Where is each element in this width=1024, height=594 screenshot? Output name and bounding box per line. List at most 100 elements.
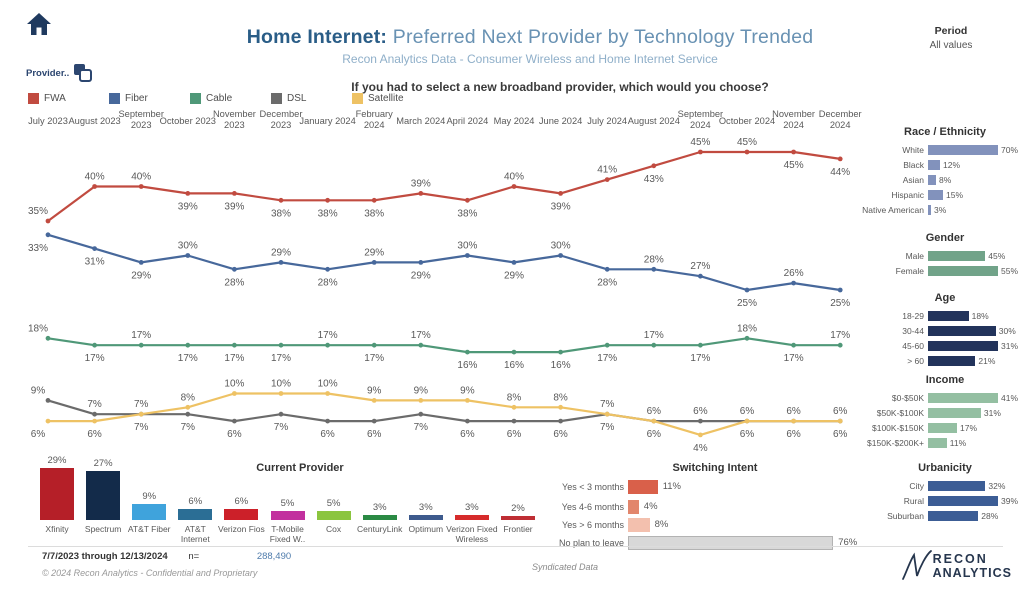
data-point-cable[interactable] [138,342,144,348]
data-point-fwa[interactable] [837,156,843,162]
data-point-dsl[interactable] [465,418,470,424]
age-bar[interactable] [928,310,969,321]
data-point-cable[interactable] [558,349,563,355]
age-bar[interactable] [928,340,998,351]
data-point-dsl[interactable] [278,411,284,417]
data-point-fiber[interactable] [465,253,470,258]
age-bar[interactable] [928,355,976,366]
provider-bar-10[interactable] [454,514,489,520]
data-point-fwa[interactable] [185,191,191,196]
income-bar[interactable] [928,407,981,418]
data-point-satellite[interactable] [604,411,610,417]
data-point-fiber[interactable] [232,266,237,272]
data-point-cable[interactable] [92,342,97,348]
race-bar[interactable] [928,204,931,215]
series-line-fwa[interactable] [47,150,841,222]
data-point-fiber[interactable] [185,253,191,258]
data-point-fiber[interactable] [651,266,657,272]
race-bar[interactable] [928,144,998,155]
data-point-satellite[interactable] [558,404,563,410]
data-point-cable[interactable] [325,342,330,348]
legend-item-fiber[interactable]: Fiber [109,93,190,104]
data-point-fwa[interactable] [418,191,424,196]
provider-bar-6[interactable] [270,511,305,520]
urbanicity-bar[interactable] [928,495,998,506]
data-point-dsl[interactable] [558,418,563,424]
provider-bar-2[interactable] [86,471,121,520]
home-button[interactable] [26,12,52,36]
data-point-dsl[interactable] [371,418,377,424]
data-point-fwa[interactable] [138,184,144,189]
income-bar[interactable] [928,437,947,448]
data-point-fwa[interactable] [698,149,703,155]
switching-bar-1[interactable] [628,480,658,494]
data-point-fwa[interactable] [744,149,750,155]
data-point-satellite[interactable] [511,404,517,410]
data-point-satellite[interactable] [232,391,237,396]
data-point-fiber[interactable] [418,260,424,265]
data-point-satellite[interactable] [418,398,424,403]
switching-bar-4[interactable] [628,536,834,550]
urbanicity-bar[interactable] [928,480,986,491]
data-point-fwa[interactable] [651,163,657,169]
provider-bar-9[interactable] [408,514,443,520]
data-point-fiber[interactable] [558,253,563,258]
data-point-dsl[interactable] [418,411,424,417]
data-point-satellite[interactable] [837,418,843,424]
data-point-dsl[interactable] [232,418,237,424]
data-point-satellite[interactable] [278,391,284,396]
legend-item-dsl[interactable]: DSL [271,93,352,104]
data-point-cable[interactable] [791,342,796,348]
data-point-fwa[interactable] [465,197,470,203]
gender-bar[interactable] [928,265,998,276]
data-point-dsl[interactable] [325,418,330,424]
data-point-dsl[interactable] [511,418,517,424]
data-point-fwa[interactable] [371,197,377,203]
data-point-fiber[interactable] [837,287,843,293]
switching-bar-2[interactable] [628,500,639,514]
data-point-cable[interactable] [465,349,470,355]
data-point-dsl[interactable] [698,418,703,424]
data-point-fwa[interactable] [791,149,796,155]
data-point-fiber[interactable] [604,266,610,272]
data-point-dsl[interactable] [185,411,191,417]
data-point-cable[interactable] [837,342,843,348]
data-point-satellite[interactable] [185,404,191,410]
provider-bar-3[interactable] [132,503,167,520]
provider-bar-7[interactable] [316,511,351,520]
data-point-fwa[interactable] [232,191,237,196]
age-bar[interactable] [928,325,996,336]
legend-item-satellite[interactable]: Satellite [352,93,433,104]
data-point-fwa[interactable] [558,191,563,196]
data-point-satellite[interactable] [651,418,657,424]
data-point-fwa[interactable] [511,184,517,189]
data-point-satellite[interactable] [698,432,703,438]
race-bar[interactable] [928,189,943,200]
data-point-fwa[interactable] [92,184,97,189]
data-point-cable[interactable] [371,342,377,348]
data-point-fiber[interactable] [325,266,330,272]
data-point-cable[interactable] [232,342,237,348]
data-point-fiber[interactable] [744,287,750,293]
data-point-satellite[interactable] [744,418,750,424]
data-point-fiber[interactable] [138,260,144,265]
data-point-fiber[interactable] [698,273,703,279]
provider-bar-4[interactable] [178,509,213,520]
data-point-satellite[interactable] [325,391,330,396]
data-point-dsl[interactable] [45,398,51,403]
data-point-fiber[interactable] [511,260,517,265]
series-line-fiber[interactable] [47,233,841,292]
data-point-fiber[interactable] [371,260,377,265]
income-bar[interactable] [928,392,998,403]
data-point-satellite[interactable] [791,418,796,424]
data-point-cable[interactable] [45,335,51,341]
income-bar[interactable] [928,422,958,433]
data-point-fiber[interactable] [278,260,284,265]
data-point-cable[interactable] [511,349,517,355]
data-point-cable[interactable] [418,342,424,348]
provider-bar-11[interactable] [501,516,535,520]
data-point-dsl[interactable] [92,411,97,417]
switching-bar-3[interactable] [628,518,650,532]
data-point-fiber[interactable] [791,280,796,286]
data-point-satellite[interactable] [92,418,97,424]
